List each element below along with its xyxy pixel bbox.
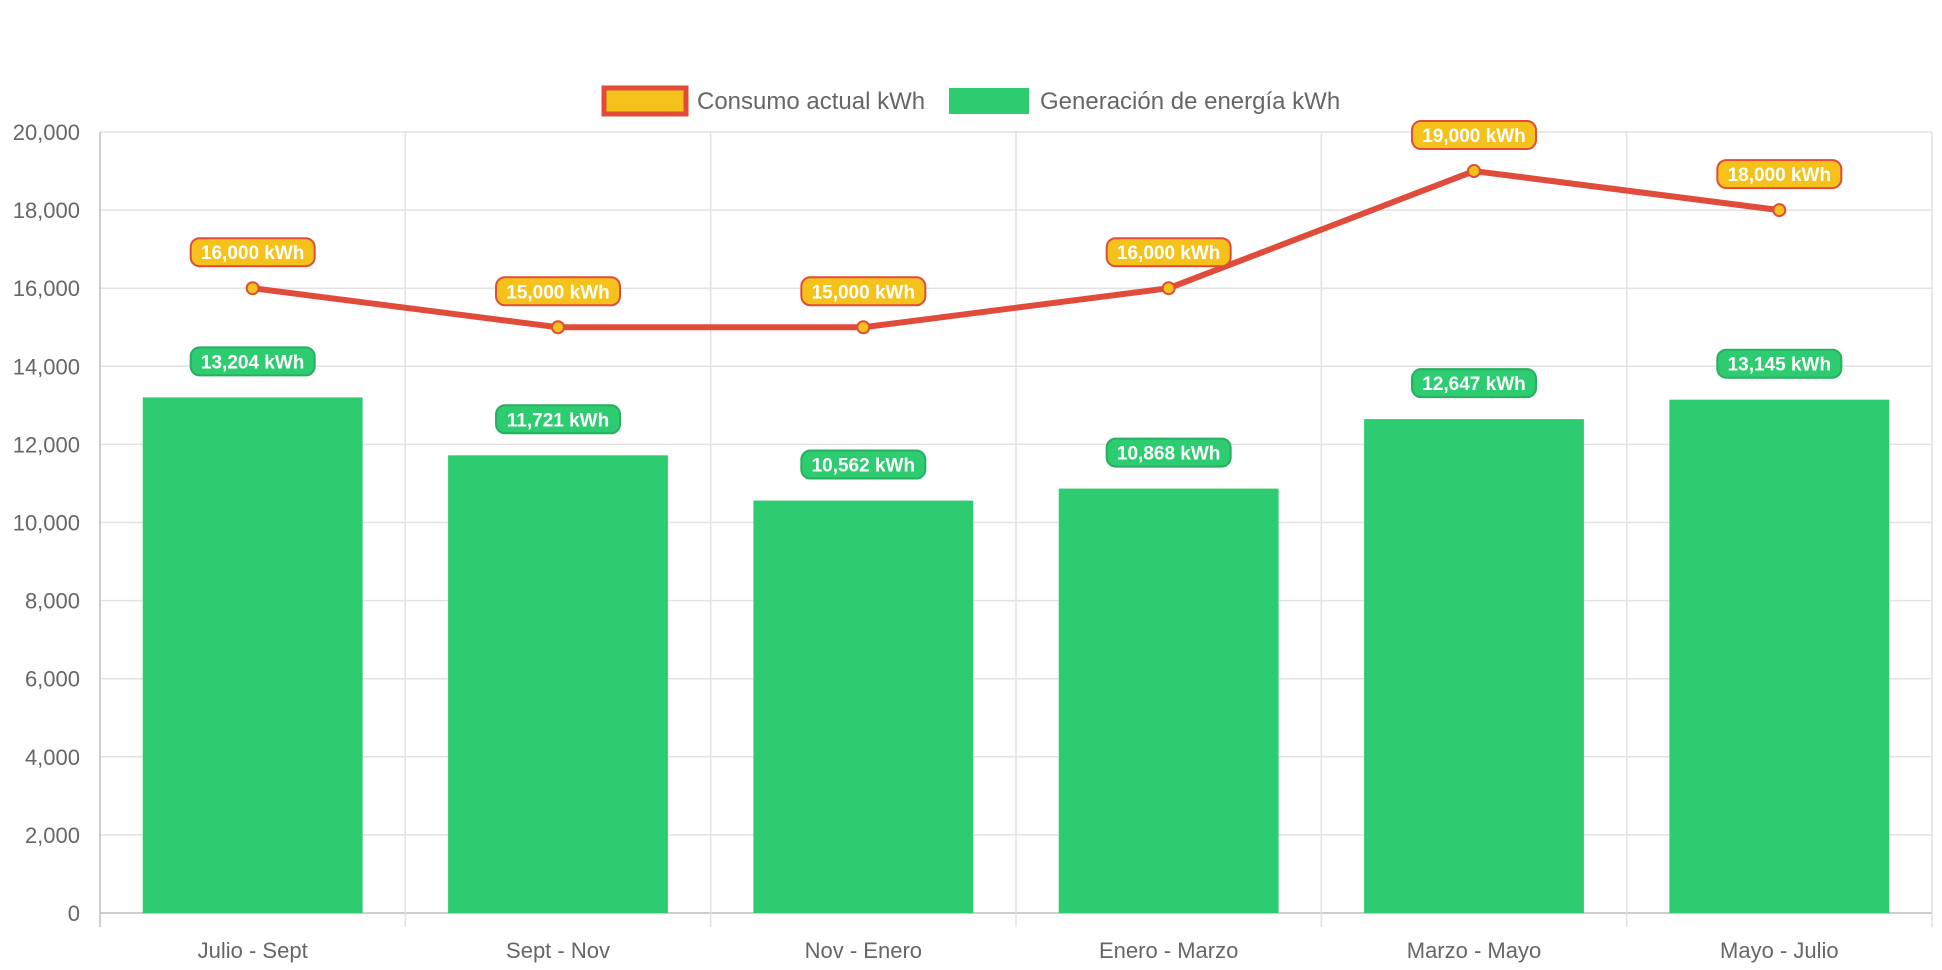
legend-swatch-generacion — [949, 88, 1029, 114]
line-data-label-text: 15,000 kWh — [506, 282, 610, 303]
bar-data-label: 12,647 kWh — [1411, 368, 1537, 399]
point-consumo[interactable] — [1161, 281, 1176, 296]
line-data-label: 19,000 kWh — [1411, 120, 1537, 151]
line-series — [245, 164, 1787, 335]
line-data-label-background — [495, 276, 621, 307]
line-data-label-text: 16,000 kWh — [1117, 243, 1221, 264]
x-tick-label: Enero - Marzo — [1099, 938, 1238, 963]
bar-data-label-text: 10,562 kWh — [812, 456, 916, 477]
y-tick-label: 20,000 — [13, 120, 80, 145]
point-consumo[interactable] — [856, 320, 871, 335]
legend: Consumo actual kWh Generación de energía… — [601, 85, 1340, 117]
legend-label-generacion: Generación de energía kWh — [1040, 88, 1340, 115]
y-tick-label: 6,000 — [25, 667, 80, 692]
bar-data-label-text: 12,647 kWh — [1422, 374, 1526, 395]
bar-generacion[interactable] — [448, 455, 668, 913]
line-data-label-background — [189, 237, 316, 268]
bar-data-label-background — [800, 449, 927, 480]
x-tick-label: Marzo - Mayo — [1407, 938, 1541, 963]
x-tick-label: Nov - Enero — [805, 938, 922, 963]
y-tick-label: 4,000 — [25, 745, 80, 770]
point-consumo[interactable] — [1772, 203, 1787, 218]
bar-data-label: 11,721 kWh — [495, 404, 621, 435]
legend-item-consumo[interactable]: Consumo actual kWh — [601, 85, 925, 117]
x-tick-label: Sept - Nov — [506, 938, 610, 963]
bar-data-label: 10,562 kWh — [800, 449, 927, 480]
line-data-label-text: 15,000 kWh — [812, 282, 916, 303]
line-data-label: 16,000 kWh — [1105, 237, 1232, 268]
bar-data-label-background — [1716, 348, 1843, 379]
line-data-label-background — [1105, 237, 1232, 268]
bar-data-label-background — [1411, 368, 1537, 399]
x-tick-label: Julio - Sept — [198, 938, 308, 963]
line-data-label: 15,000 kWh — [495, 276, 621, 307]
point-consumo[interactable] — [245, 281, 260, 296]
y-tick-label: 14,000 — [13, 354, 80, 379]
y-tick-label: 8,000 — [25, 589, 80, 614]
bar-series — [142, 397, 1890, 913]
y-tick-label: 10,000 — [13, 511, 80, 536]
line-data-label: 18,000 kWh — [1716, 159, 1843, 190]
bar-generacion[interactable] — [1058, 488, 1279, 913]
data-labels: 13,204 kWh 11,721 kWh 10,562 kWh 10,868 kWh… — [189, 120, 1843, 480]
line-data-label-text: 18,000 kWh — [1728, 165, 1832, 186]
bar-data-label-text: 13,204 kWh — [201, 352, 305, 373]
y-tick-label: 2,000 — [25, 823, 80, 848]
point-consumo[interactable] — [1467, 164, 1481, 179]
line-data-label: 15,000 kWh — [800, 276, 927, 307]
line-data-label-background — [1716, 159, 1843, 190]
bar-generacion[interactable] — [1669, 399, 1890, 913]
legend-item-generacion[interactable]: Generación de energía kWh — [949, 88, 1340, 115]
bar-data-label-background — [1105, 437, 1232, 468]
bar-data-label-text: 13,145 kWh — [1728, 355, 1832, 376]
bar-data-label-text: 10,868 kWh — [1117, 444, 1221, 465]
line-data-label-text: 19,000 kWh — [1422, 126, 1526, 147]
bar-data-label-background — [189, 346, 316, 377]
bar-data-label: 10,868 kWh — [1105, 437, 1232, 468]
x-tick-label: Mayo - Julio — [1720, 938, 1839, 963]
line-data-label-background — [800, 276, 927, 307]
legend-label-consumo: Consumo actual kWh — [697, 88, 925, 115]
y-tick-label: 0 — [68, 901, 80, 926]
y-tick-label: 16,000 — [13, 276, 80, 301]
line-data-label-text: 16,000 kWh — [201, 243, 305, 264]
bar-generacion[interactable] — [1364, 419, 1584, 913]
line-consumo — [249, 168, 1783, 331]
line-data-label-background — [1411, 120, 1537, 151]
y-tick-label: 18,000 — [13, 198, 80, 223]
legend-swatch-consumo — [601, 85, 689, 117]
bar-data-label: 13,204 kWh — [189, 346, 316, 377]
axes: 0 2,000 4,000 6,000 8,000 10,000 12,000 14,000 1… — [13, 120, 1839, 963]
bar-generacion[interactable] — [753, 500, 974, 913]
bar-data-label: 13,145 kWh — [1716, 348, 1843, 379]
line-data-label: 16,000 kWh — [189, 237, 316, 268]
y-tick-label: 12,000 — [13, 432, 80, 457]
point-consumo[interactable] — [551, 320, 565, 335]
bar-data-label-background — [495, 404, 621, 435]
bar-data-label-text: 11,721 kWh — [507, 410, 609, 431]
bar-generacion[interactable] — [142, 397, 363, 913]
grid-lines — [99, 131, 1933, 927]
